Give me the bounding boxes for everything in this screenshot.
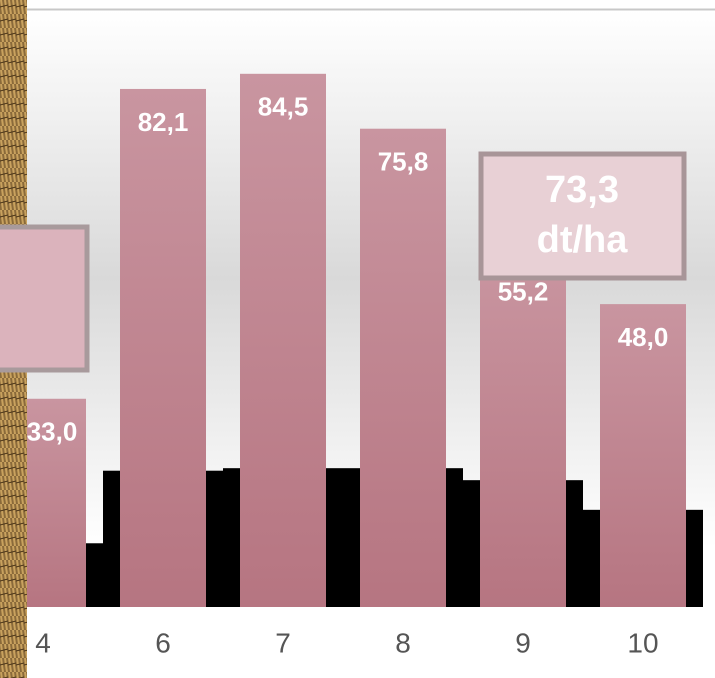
- bar: [27, 398, 86, 607]
- bar: [360, 128, 446, 607]
- plot: 33,0 82,1 84,5 75,8 55,2 48,0 4 6 7 8 9 10: [27, 73, 703, 658]
- x-tick-label: 10: [627, 627, 658, 658]
- x-tick-label: 6: [155, 627, 171, 658]
- x-tick-label: 8: [395, 627, 411, 658]
- bar: [240, 73, 326, 608]
- annotations: 73,3 dt/ha: [478, 151, 687, 281]
- x-tick-label: 7: [275, 627, 291, 658]
- value-label: 33,0: [27, 417, 78, 447]
- annotation-text: dt/ha: [537, 219, 629, 261]
- annotation-box-cropped: [0, 224, 90, 373]
- bar: [480, 258, 566, 607]
- value-label: 82,1: [138, 107, 189, 137]
- x-tick-label: 9: [515, 627, 531, 658]
- bar: [600, 304, 686, 607]
- value-label: 55,2: [498, 277, 549, 307]
- value-label: 75,8: [378, 147, 429, 177]
- value-label: 84,5: [258, 92, 309, 122]
- annotation-text: 73,3: [545, 169, 619, 211]
- annotation-box: [478, 151, 687, 281]
- value-label: 48,0: [618, 322, 669, 352]
- bar: [120, 88, 206, 608]
- x-tick-label: 4: [35, 627, 51, 658]
